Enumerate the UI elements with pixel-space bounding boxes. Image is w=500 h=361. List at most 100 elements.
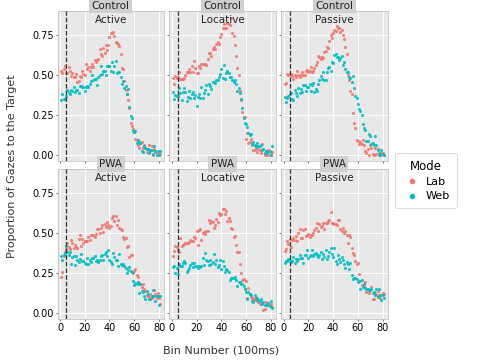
Point bbox=[204, 56, 212, 62]
Text: Control: Control bbox=[92, 1, 130, 11]
Point bbox=[354, 101, 362, 107]
Point bbox=[140, 286, 148, 292]
Point bbox=[67, 237, 75, 243]
Point bbox=[354, 138, 362, 144]
Point bbox=[142, 288, 150, 293]
Point bbox=[211, 222, 219, 228]
Point bbox=[129, 270, 137, 276]
Point bbox=[90, 78, 98, 83]
Point bbox=[246, 291, 254, 297]
Point bbox=[316, 54, 324, 60]
Point bbox=[82, 238, 90, 244]
Point bbox=[61, 64, 69, 69]
Point bbox=[378, 151, 386, 156]
Point bbox=[179, 242, 187, 248]
Point bbox=[152, 298, 160, 304]
Point bbox=[313, 59, 321, 65]
Point bbox=[135, 291, 143, 296]
Point bbox=[112, 40, 120, 45]
Point bbox=[380, 295, 388, 301]
Point bbox=[298, 69, 306, 75]
Point bbox=[215, 74, 223, 80]
Point bbox=[190, 261, 198, 266]
Point bbox=[174, 93, 182, 99]
Point bbox=[300, 260, 308, 266]
Point bbox=[184, 95, 192, 100]
Point bbox=[297, 72, 305, 78]
Point bbox=[210, 44, 218, 49]
Point bbox=[90, 64, 98, 70]
Point bbox=[361, 127, 369, 133]
Point bbox=[154, 150, 162, 156]
Point bbox=[192, 103, 200, 108]
Point bbox=[302, 252, 310, 258]
Point bbox=[211, 81, 219, 86]
Point bbox=[114, 263, 122, 269]
Point bbox=[364, 138, 372, 144]
Point bbox=[288, 258, 296, 264]
Point bbox=[64, 249, 72, 255]
Point bbox=[329, 254, 337, 260]
Point bbox=[146, 291, 154, 297]
Point bbox=[130, 130, 138, 135]
Point bbox=[355, 279, 363, 284]
Point bbox=[324, 218, 332, 223]
Point bbox=[136, 140, 144, 145]
Point bbox=[241, 286, 249, 292]
Point bbox=[247, 294, 255, 300]
Point bbox=[230, 235, 237, 240]
Point bbox=[334, 217, 342, 223]
Point bbox=[113, 222, 121, 228]
Point bbox=[307, 88, 315, 94]
Text: Passive: Passive bbox=[315, 16, 354, 25]
Text: Bin Number (100ms): Bin Number (100ms) bbox=[164, 345, 280, 356]
Point bbox=[192, 263, 200, 269]
Point bbox=[206, 257, 214, 262]
Point bbox=[208, 219, 216, 225]
Point bbox=[97, 63, 105, 69]
Point bbox=[146, 148, 154, 154]
Point bbox=[192, 70, 200, 76]
Point bbox=[329, 31, 337, 36]
Point bbox=[82, 84, 90, 90]
Point bbox=[84, 84, 92, 90]
Point bbox=[310, 90, 318, 95]
Point bbox=[312, 62, 320, 68]
Point bbox=[309, 68, 317, 74]
Point bbox=[378, 152, 386, 157]
Point bbox=[77, 244, 85, 249]
Point bbox=[208, 79, 216, 85]
Point bbox=[252, 296, 260, 302]
Point bbox=[182, 89, 190, 95]
Point bbox=[293, 258, 301, 264]
Point bbox=[116, 52, 124, 57]
Point bbox=[342, 45, 349, 51]
Point bbox=[226, 22, 234, 28]
Point bbox=[370, 142, 378, 148]
Point bbox=[87, 64, 95, 70]
Point bbox=[126, 264, 134, 270]
Point bbox=[224, 215, 232, 221]
Text: Passive: Passive bbox=[315, 173, 354, 183]
Point bbox=[253, 295, 261, 300]
Point bbox=[312, 225, 320, 231]
Point bbox=[264, 303, 272, 308]
Point bbox=[326, 38, 334, 44]
Point bbox=[244, 285, 252, 291]
Point bbox=[220, 62, 228, 68]
Point bbox=[138, 148, 145, 153]
Point bbox=[184, 69, 192, 75]
Text: PWA: PWA bbox=[99, 159, 122, 169]
Point bbox=[61, 249, 69, 255]
Point bbox=[114, 69, 122, 75]
Point bbox=[221, 269, 229, 275]
Point bbox=[232, 81, 240, 87]
Point bbox=[263, 150, 271, 156]
Point bbox=[319, 55, 327, 61]
Point bbox=[129, 278, 137, 284]
Point bbox=[244, 295, 252, 301]
Point bbox=[336, 259, 344, 265]
Point bbox=[309, 230, 317, 236]
Point bbox=[208, 53, 216, 59]
Point bbox=[328, 59, 336, 65]
